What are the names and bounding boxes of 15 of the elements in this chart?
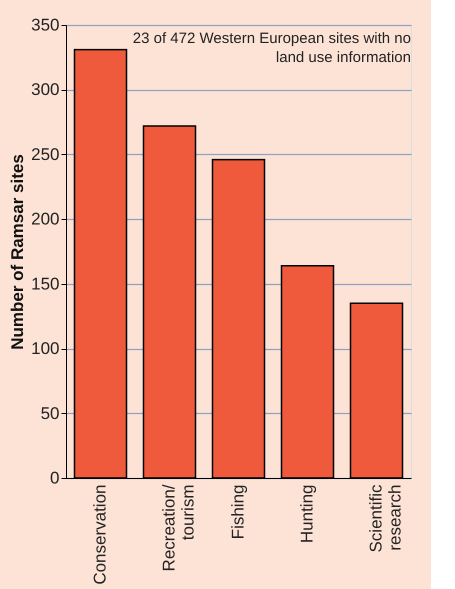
- y-tick-label: 50: [40, 404, 60, 423]
- y-tick-label: 100: [31, 339, 60, 358]
- y-tick-label: 350: [31, 16, 60, 34]
- y-tick-label: 250: [31, 144, 60, 164]
- x-tick-label: Recreation/ tourism: [160, 484, 198, 572]
- y-axis-title: Number of Ramsar sites: [8, 154, 28, 350]
- x-tick-label: Scientific research: [366, 484, 404, 553]
- y-tick-label: 150: [31, 274, 60, 294]
- y-tick-label: 200: [31, 210, 60, 229]
- y-tick-label: 0: [50, 468, 60, 488]
- annotation: 23 of 472 Western European sites with no land use information: [132, 30, 411, 66]
- x-tick-label: Hunting: [298, 484, 316, 544]
- x-tick-label: Conservation: [90, 484, 110, 585]
- y-tick-label: 300: [31, 80, 60, 100]
- x-tick-label: Fishing: [228, 484, 248, 540]
